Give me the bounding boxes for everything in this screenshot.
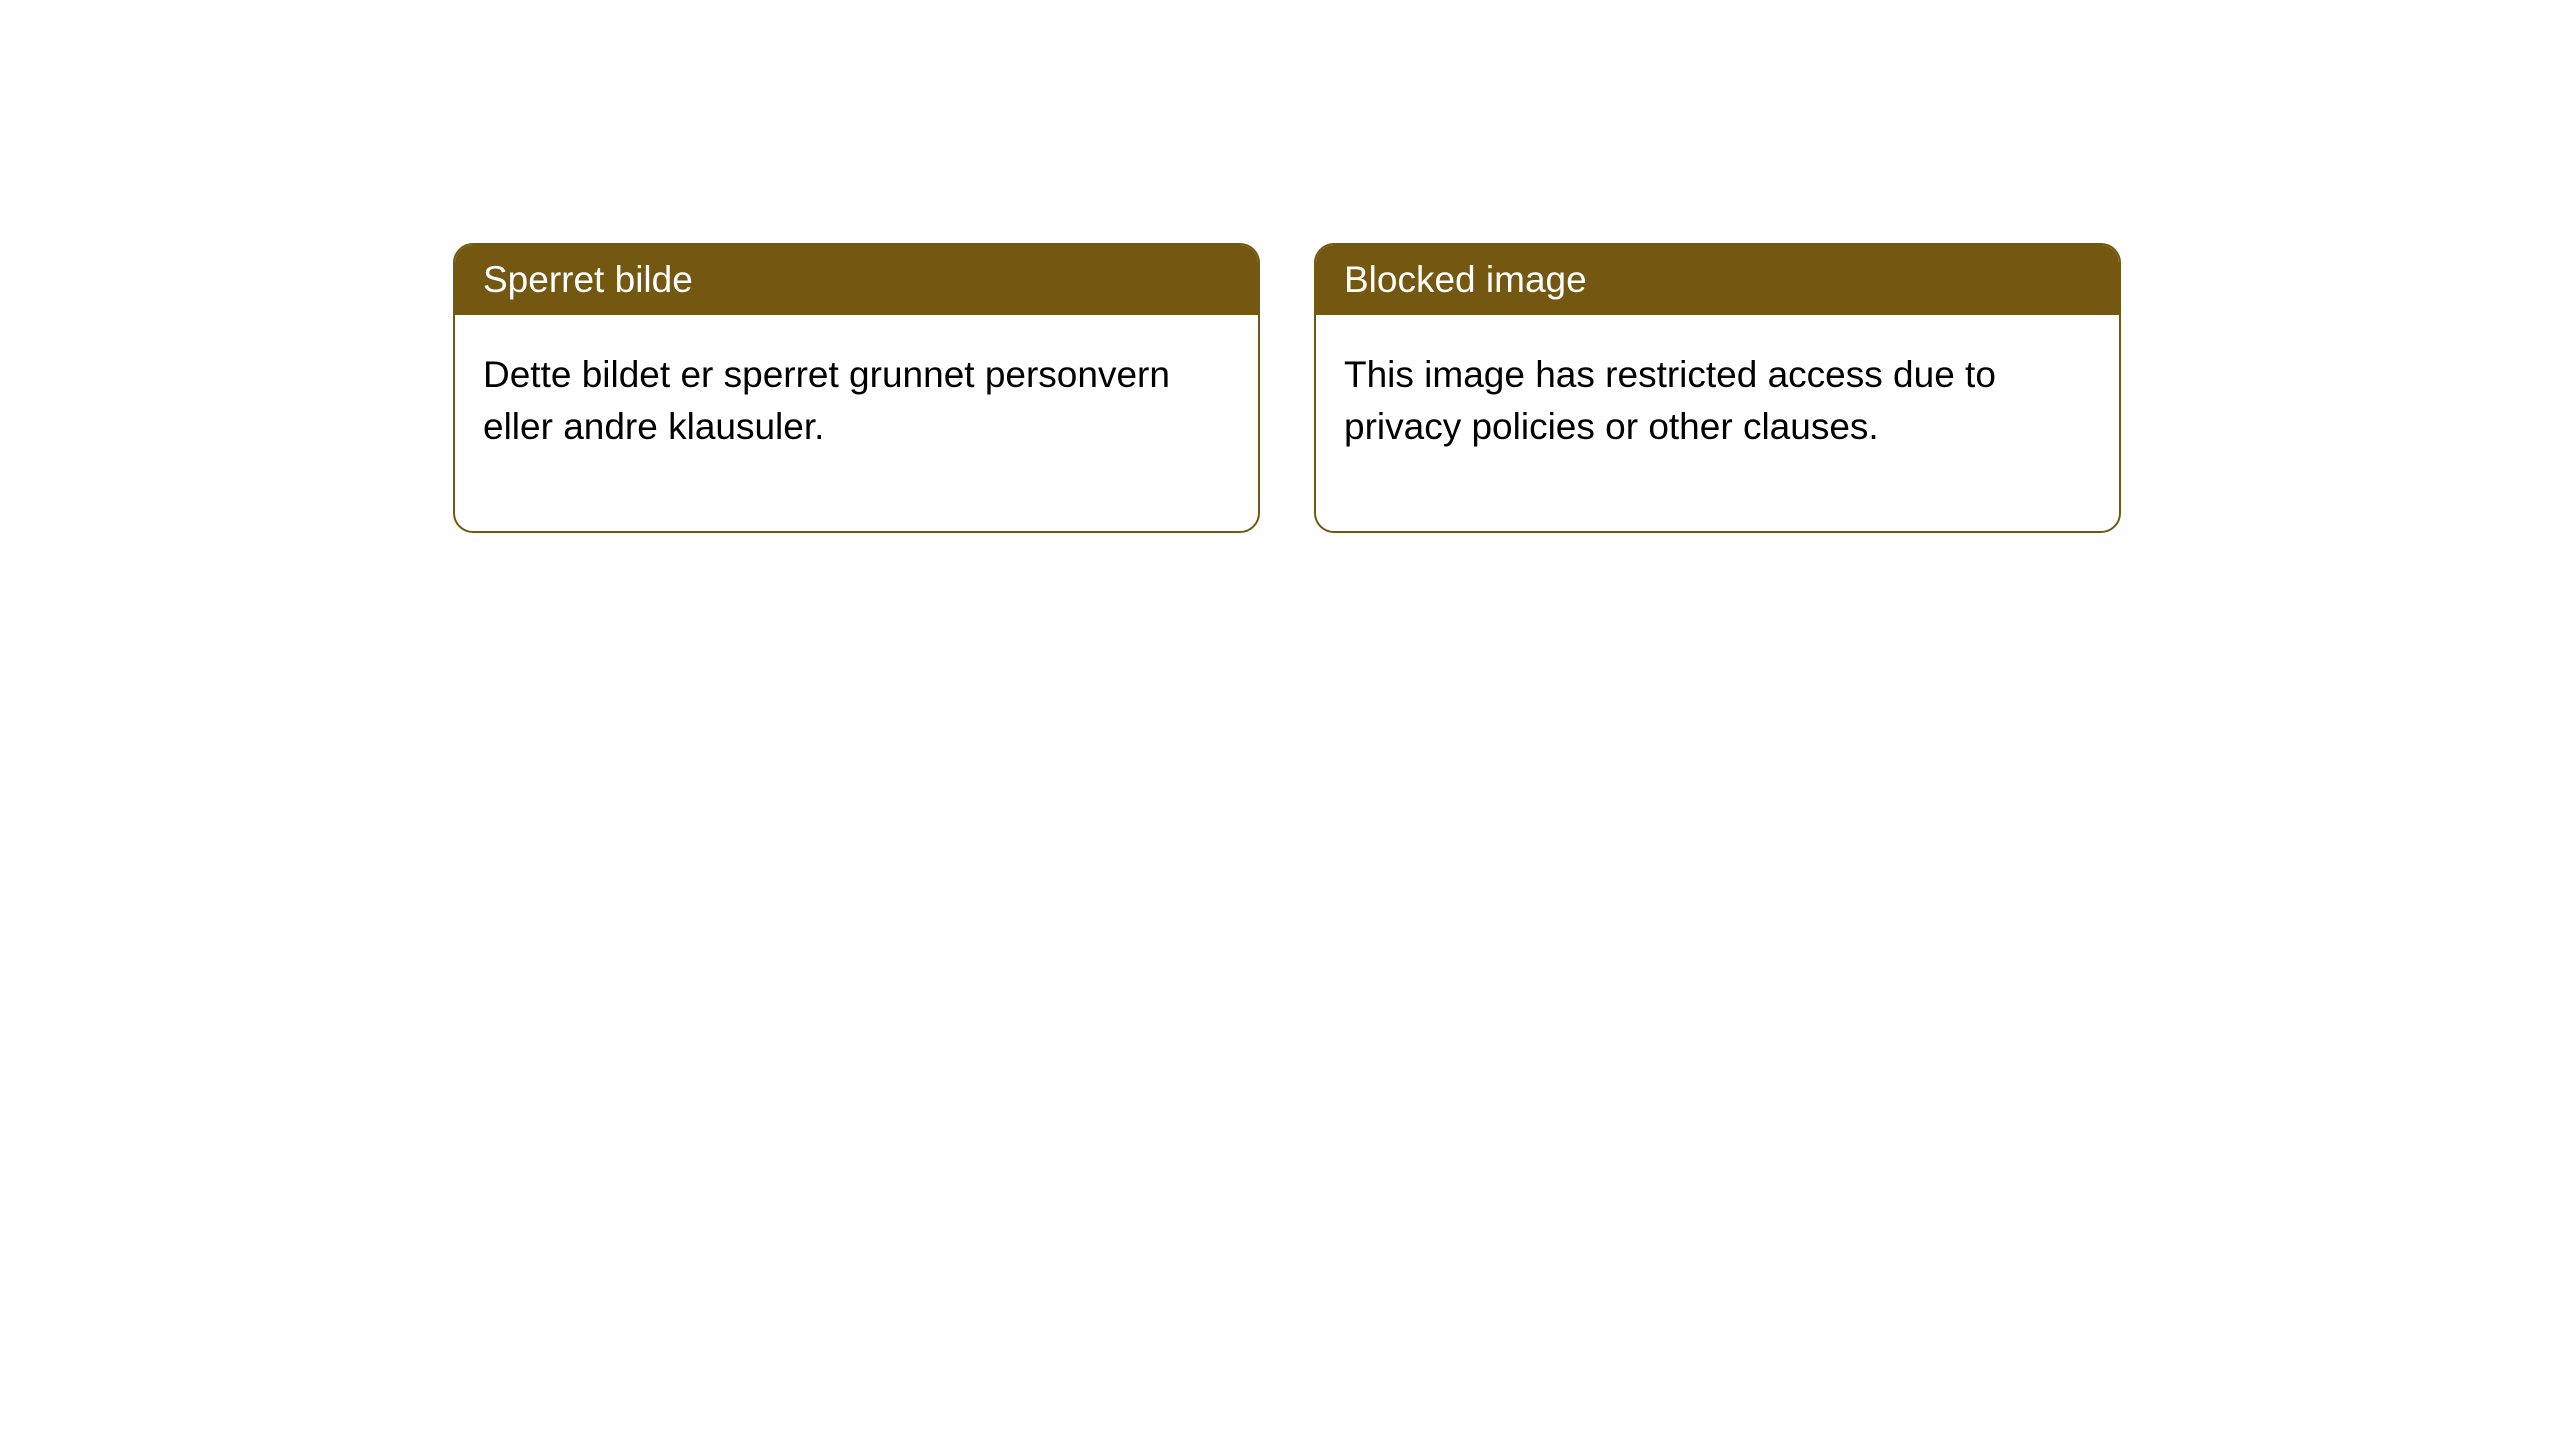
notice-body: This image has restricted access due to …: [1316, 315, 2119, 531]
notice-container: Sperret bilde Dette bildet er sperret gr…: [0, 0, 2560, 533]
notice-title: Blocked image: [1316, 245, 2119, 315]
notice-title: Sperret bilde: [455, 245, 1258, 315]
notice-card-english: Blocked image This image has restricted …: [1314, 243, 2121, 533]
notice-card-norwegian: Sperret bilde Dette bildet er sperret gr…: [453, 243, 1260, 533]
notice-body: Dette bildet er sperret grunnet personve…: [455, 315, 1258, 531]
